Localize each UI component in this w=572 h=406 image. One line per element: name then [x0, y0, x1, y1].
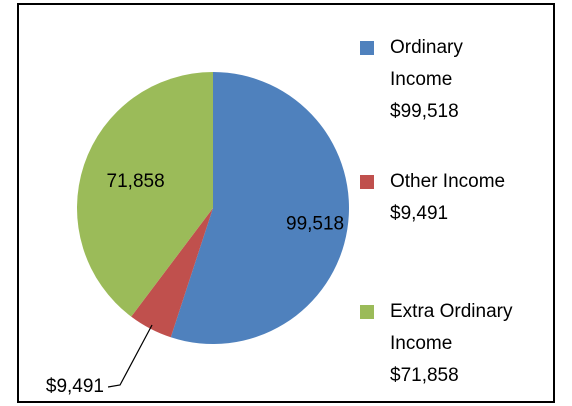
pie-slice	[170, 72, 349, 344]
legend-swatch	[360, 305, 374, 319]
legend-swatch	[360, 41, 374, 55]
legend-value: $9,491	[390, 203, 448, 224]
data-label: $9,491	[46, 376, 104, 397]
pie-slice	[131, 208, 213, 338]
data-label: 99,518	[286, 213, 344, 234]
leader-line	[107, 324, 153, 388]
pie-slice	[77, 72, 213, 317]
legend-label: Ordinary Income	[390, 37, 463, 90]
legend-label: Other Income	[390, 171, 505, 192]
legend-label: Extra Ordinary Income	[390, 301, 513, 354]
legend-value: $99,518	[390, 101, 459, 122]
legend-swatch	[360, 175, 374, 189]
legend-value: $71,858	[390, 365, 459, 386]
data-label: 71,858	[107, 171, 165, 192]
